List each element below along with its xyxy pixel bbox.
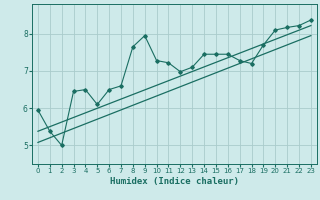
X-axis label: Humidex (Indice chaleur): Humidex (Indice chaleur) [110,177,239,186]
